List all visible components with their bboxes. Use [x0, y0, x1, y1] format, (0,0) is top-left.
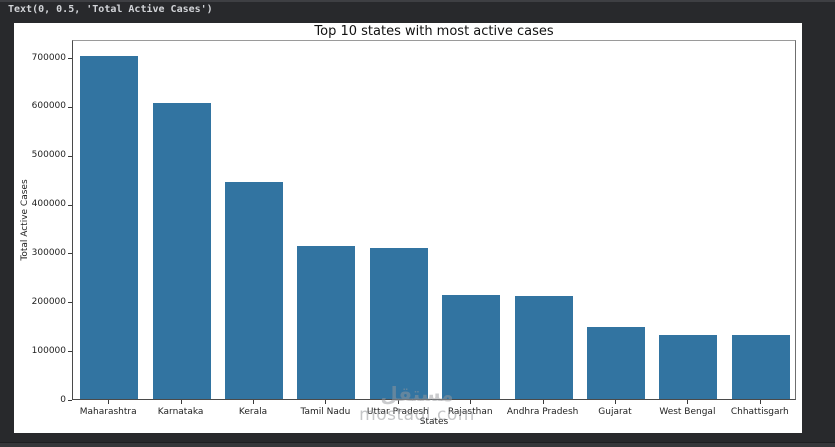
x-tick-mark — [397, 400, 399, 404]
x-tick-label: Karnataka — [157, 407, 204, 417]
bar-rajasthan — [442, 294, 501, 399]
bar-andhra-pradesh — [514, 295, 573, 399]
bottom-divider — [0, 442, 835, 447]
bar-maharashtra — [80, 55, 139, 399]
y-tick-mark — [68, 400, 72, 401]
bar-gujarat — [587, 326, 645, 399]
x-tick-label: Uttar Pradesh — [366, 407, 429, 417]
y-tick-label: 100000 — [31, 345, 66, 356]
y-tick-mark — [68, 58, 72, 59]
bar-tamil-nadu — [297, 246, 356, 399]
console-output-line: Text(0, 0.5, 'Total Active Cases') — [8, 4, 213, 15]
x-tick-mark — [687, 400, 689, 404]
x-tick-mark — [325, 400, 327, 404]
x-tick-mark — [759, 400, 761, 404]
x-tick-label: Gujarat — [598, 407, 632, 417]
x-tick-mark — [253, 400, 254, 404]
y-tick-label: 600000 — [31, 101, 66, 112]
x-tick-mark — [470, 400, 472, 404]
x-axis-label: States — [419, 417, 449, 427]
bar-karnataka — [152, 103, 211, 399]
y-tick-mark — [68, 106, 72, 108]
x-tick-mark — [108, 400, 110, 404]
x-tick-label: Maharashtra — [79, 407, 137, 417]
y-tick-label: 500000 — [31, 150, 66, 161]
y-tick-mark — [68, 302, 72, 304]
y-tick-mark — [68, 155, 72, 157]
x-tick-label: Tamil Nadu — [300, 407, 351, 417]
bar-kerala — [225, 181, 283, 399]
bar-west-bengal — [659, 334, 718, 399]
bar-uttar-pradesh — [369, 247, 428, 399]
plot-area — [72, 40, 796, 400]
y-tick-label: 200000 — [31, 296, 66, 307]
top-divider — [0, 0, 835, 2]
x-tick-label: Chhattisgarh — [730, 407, 789, 417]
x-tick-mark — [615, 400, 616, 404]
y-tick-label: 300000 — [31, 247, 66, 258]
y-tick-mark — [68, 351, 72, 353]
bar-chhattisgarh — [731, 335, 790, 399]
y-tick-label: 700000 — [31, 52, 66, 63]
y-tick-label: 0 — [60, 394, 66, 405]
x-tick-mark — [180, 400, 182, 404]
chart-title: Top 10 states with most active cases — [314, 24, 554, 39]
x-tick-label: West Bengal — [659, 407, 716, 417]
x-tick-label: Kerala — [238, 407, 268, 417]
y-tick-label: 400000 — [31, 199, 66, 210]
figure: Top 10 states with most active cases Tot… — [14, 23, 802, 433]
y-tick-mark — [68, 204, 72, 206]
x-tick-label: Andhra Pradesh — [506, 407, 579, 417]
y-tick-mark — [68, 253, 72, 255]
x-tick-label: Rajasthan — [447, 407, 493, 417]
x-tick-mark — [542, 400, 544, 404]
